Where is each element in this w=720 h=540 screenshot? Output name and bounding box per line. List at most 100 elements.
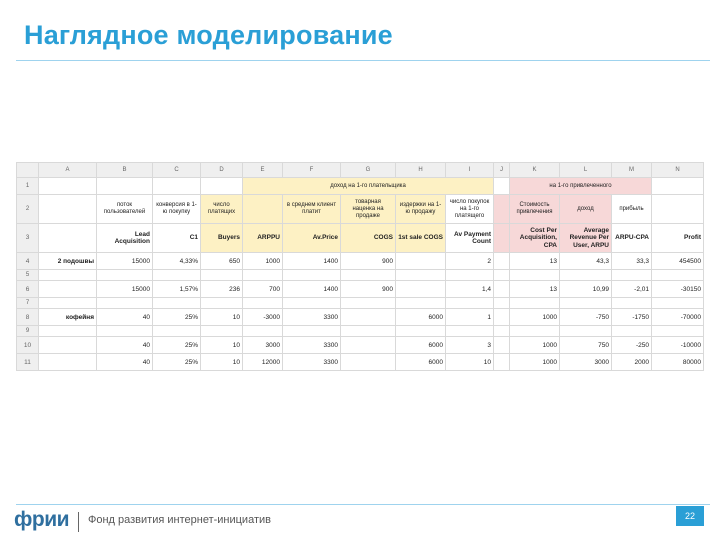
cell[interactable]: 1000 [509, 353, 560, 371]
cell[interactable]: Buyers [200, 223, 243, 253]
cell[interactable] [395, 297, 446, 309]
cell[interactable] [242, 325, 283, 337]
cell[interactable]: 900 [340, 252, 396, 270]
cell[interactable]: 15000 [96, 252, 153, 270]
cell[interactable]: конверсия в 1-ю покупку [152, 194, 201, 224]
cell[interactable] [445, 325, 494, 337]
cell[interactable]: доход [559, 194, 612, 224]
cell[interactable]: 1000 [509, 336, 560, 354]
cell[interactable]: 3 [445, 336, 494, 354]
cell[interactable] [559, 325, 612, 337]
cell[interactable] [152, 269, 201, 281]
cell[interactable] [493, 280, 510, 298]
cell[interactable] [38, 269, 97, 281]
cell[interactable]: 2 [445, 252, 494, 270]
cell[interactable]: 33,3 [611, 252, 652, 270]
cell[interactable] [152, 325, 201, 337]
cell[interactable] [493, 336, 510, 354]
cell[interactable]: 10 [445, 353, 494, 371]
cell[interactable] [559, 297, 612, 309]
cell[interactable] [395, 325, 446, 337]
cell[interactable]: Av.Price [282, 223, 341, 253]
cell[interactable] [493, 297, 510, 309]
cell[interactable] [38, 336, 97, 354]
cell[interactable] [340, 325, 396, 337]
cell[interactable] [282, 269, 341, 281]
cell[interactable]: товарная наценка на продаже [340, 194, 396, 224]
cell[interactable] [340, 353, 396, 371]
cell[interactable] [651, 325, 704, 337]
cell[interactable] [493, 223, 510, 253]
cell[interactable]: Lead Acquisition [96, 223, 153, 253]
cell[interactable] [152, 297, 201, 309]
cell[interactable] [493, 353, 510, 371]
cell[interactable] [242, 297, 283, 309]
cell[interactable] [395, 280, 446, 298]
cell[interactable]: 2 подошвы [38, 252, 97, 270]
cell[interactable]: 4,33% [152, 252, 201, 270]
cell[interactable]: 12000 [242, 353, 283, 371]
cell[interactable] [493, 269, 510, 281]
cell[interactable]: кофейня [38, 308, 97, 326]
cell[interactable]: 80000 [651, 353, 704, 371]
cell[interactable] [200, 325, 243, 337]
cell[interactable]: 2000 [611, 353, 652, 371]
cell[interactable] [559, 269, 612, 281]
cell[interactable] [96, 325, 153, 337]
cell[interactable]: 6000 [395, 353, 446, 371]
cell[interactable]: 10 [200, 308, 243, 326]
cell[interactable]: 43,3 [559, 252, 612, 270]
cell[interactable]: 3000 [242, 336, 283, 354]
cell[interactable] [509, 269, 560, 281]
cell[interactable]: ARPU-CPA [611, 223, 652, 253]
cell[interactable] [38, 194, 97, 224]
cell[interactable]: 40 [96, 353, 153, 371]
cell[interactable] [493, 252, 510, 270]
cell[interactable]: 25% [152, 308, 201, 326]
cell[interactable] [340, 336, 396, 354]
cell[interactable]: 1,57% [152, 280, 201, 298]
cell[interactable] [282, 297, 341, 309]
cell[interactable] [651, 269, 704, 281]
cell[interactable]: 40 [96, 336, 153, 354]
cell[interactable]: Стоимость привлечения [509, 194, 560, 224]
cell[interactable] [493, 308, 510, 326]
cell[interactable]: 650 [200, 252, 243, 270]
cell[interactable]: 3300 [282, 308, 341, 326]
cell[interactable]: 700 [242, 280, 283, 298]
cell[interactable]: поток пользователей [96, 194, 153, 224]
cell[interactable]: 25% [152, 336, 201, 354]
cell[interactable] [509, 297, 560, 309]
cell[interactable]: число платящих [200, 194, 243, 224]
cell[interactable]: C1 [152, 223, 201, 253]
cell[interactable]: 1 [445, 308, 494, 326]
cell[interactable] [200, 297, 243, 309]
cell[interactable]: 3300 [282, 353, 341, 371]
cell[interactable] [282, 325, 341, 337]
cell[interactable]: -250 [611, 336, 652, 354]
cell[interactable] [611, 297, 652, 309]
cell[interactable] [651, 297, 704, 309]
cell[interactable]: 3300 [282, 336, 341, 354]
cell[interactable] [445, 269, 494, 281]
cell[interactable]: 1000 [242, 252, 283, 270]
cell[interactable]: -10000 [651, 336, 704, 354]
cell[interactable] [395, 269, 446, 281]
cell[interactable]: -3000 [242, 308, 283, 326]
cell[interactable] [242, 269, 283, 281]
cell[interactable]: 900 [340, 280, 396, 298]
cell[interactable] [493, 325, 510, 337]
cell[interactable] [395, 252, 446, 270]
cell[interactable]: 1000 [509, 308, 560, 326]
cell[interactable]: число покупок на 1-го платящего [445, 194, 494, 224]
cell[interactable]: -750 [559, 308, 612, 326]
cell[interactable]: 1,4 [445, 280, 494, 298]
cell[interactable]: 6000 [395, 308, 446, 326]
cell[interactable]: Average Revenue Per User, ARPU [559, 223, 612, 253]
cell[interactable] [445, 297, 494, 309]
cell[interactable]: -30150 [651, 280, 704, 298]
cell[interactable] [38, 297, 97, 309]
cell[interactable]: Cost Per Acquisition, CPA [509, 223, 560, 253]
cell[interactable]: 10,99 [559, 280, 612, 298]
cell[interactable] [611, 269, 652, 281]
